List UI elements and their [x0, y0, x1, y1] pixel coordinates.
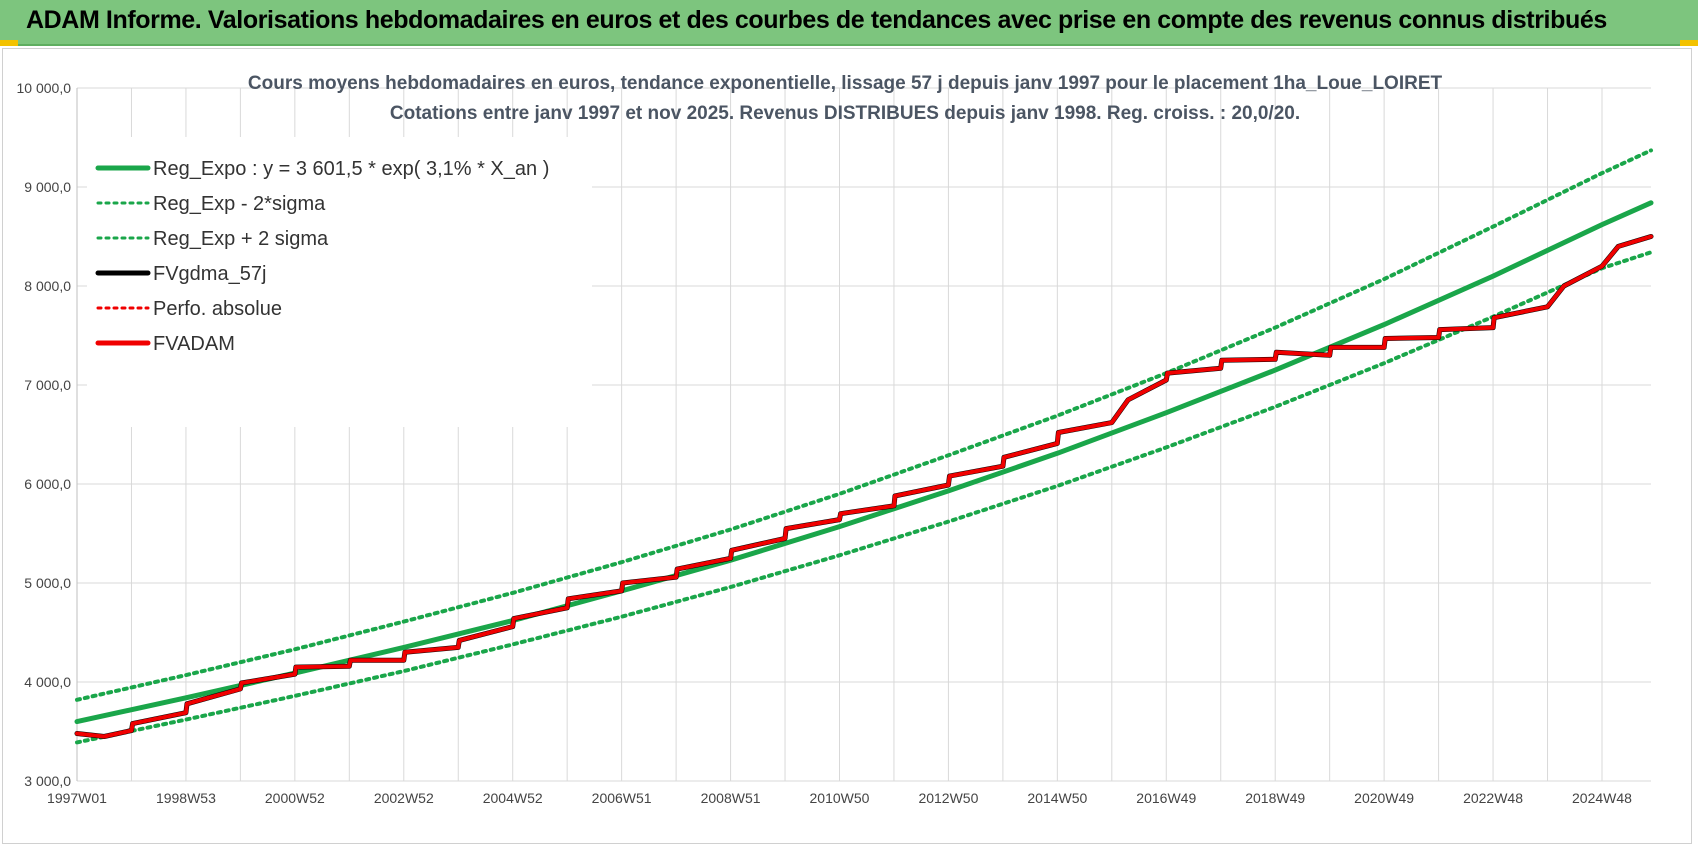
x-tick-label: 2006W51 — [592, 790, 652, 806]
corner-marker-left — [0, 40, 18, 46]
legend-label: Perfo. absolue — [153, 298, 282, 320]
chart-subtitle: Cotations entre janv 1997 et nov 2025. R… — [390, 103, 1300, 124]
x-tick-label: 2002W52 — [374, 790, 434, 806]
legend-label: Reg_Expo : y = 3 601,5 * exp( 3,1% * X_a… — [153, 158, 549, 180]
corner-marker-right — [1680, 40, 1698, 46]
legend-item-minus-2sigma: Reg_Exp - 2*sigma — [96, 193, 326, 215]
y-tick-label: 4 000,0 — [24, 674, 71, 690]
legend-label: Reg_Exp - 2*sigma — [153, 193, 326, 215]
report-title: ADAM Informe. Valorisations hebdomadaire… — [26, 6, 1607, 34]
report-banner: ADAM Informe. Valorisations hebdomadaire… — [0, 0, 1698, 46]
x-tick-label: 2016W49 — [1136, 790, 1196, 806]
y-tick-label: 9 000,0 — [24, 179, 71, 195]
line-chart: 3 000,0 4 000,0 5 000,0 6 000,0 7 000,0 8 000… — [17, 73, 1654, 806]
x-tick-label: 2022W48 — [1463, 790, 1523, 806]
y-tick-label: 5 000,0 — [24, 575, 71, 591]
y-tick-label: 10 000,0 — [17, 80, 72, 96]
chart-legend: Reg_Expo : y = 3 601,5 * exp( 3,1% * X_a… — [95, 158, 549, 355]
x-tick-label: 2012W50 — [918, 790, 978, 806]
fvadam-line — [75, 234, 1653, 739]
chart-title: Cours moyens hebdomadaires en euros, ten… — [248, 73, 1443, 94]
x-tick-label: 2024W48 — [1572, 790, 1632, 806]
x-tick-label: 2000W52 — [265, 790, 325, 806]
legend-item-fvadam: FVADAM — [95, 333, 235, 355]
x-tick-label: 2008W51 — [701, 790, 761, 806]
legend-label: Reg_Exp + 2 sigma — [153, 228, 329, 250]
legend-label: FVADAM — [153, 333, 235, 355]
legend-item-fvgdma: FVgdma_57j — [95, 263, 266, 285]
x-tick-label: 2004W52 — [483, 790, 543, 806]
y-tick-label: 7 000,0 — [24, 377, 71, 393]
legend-background — [87, 137, 592, 427]
legend-item-perfo-absolue: Perfo. absolue — [96, 298, 282, 320]
plot-series — [74, 148, 1654, 745]
y-tick-label: 8 000,0 — [24, 278, 71, 294]
x-axis: 1997W01 1998W53 2000W52 2002W52 2004W52 2006W… — [47, 790, 1632, 806]
y-axis: 3 000,0 4 000,0 5 000,0 6 000,0 7 000,0 8 000… — [17, 80, 72, 789]
x-tick-label: 2018W49 — [1245, 790, 1305, 806]
x-tick-label: 2014W50 — [1027, 790, 1087, 806]
x-tick-label: 1997W01 — [47, 790, 107, 806]
x-tick-label: 1998W53 — [156, 790, 216, 806]
trend-plus-2sigma-line — [75, 148, 1653, 702]
legend-label: FVgdma_57j — [153, 263, 266, 285]
y-tick-label: 3 000,0 — [24, 773, 71, 789]
chart-area: 3 000,0 4 000,0 5 000,0 6 000,0 7 000,0 8 000… — [2, 48, 1692, 844]
x-tick-label: 2010W50 — [810, 790, 870, 806]
x-tick-label: 2020W49 — [1354, 790, 1414, 806]
legend-item-plus-2sigma: Reg_Exp + 2 sigma — [96, 228, 329, 250]
y-tick-label: 6 000,0 — [24, 476, 71, 492]
legend-item-regexpo: Reg_Expo : y = 3 601,5 * exp( 3,1% * X_a… — [95, 158, 549, 180]
